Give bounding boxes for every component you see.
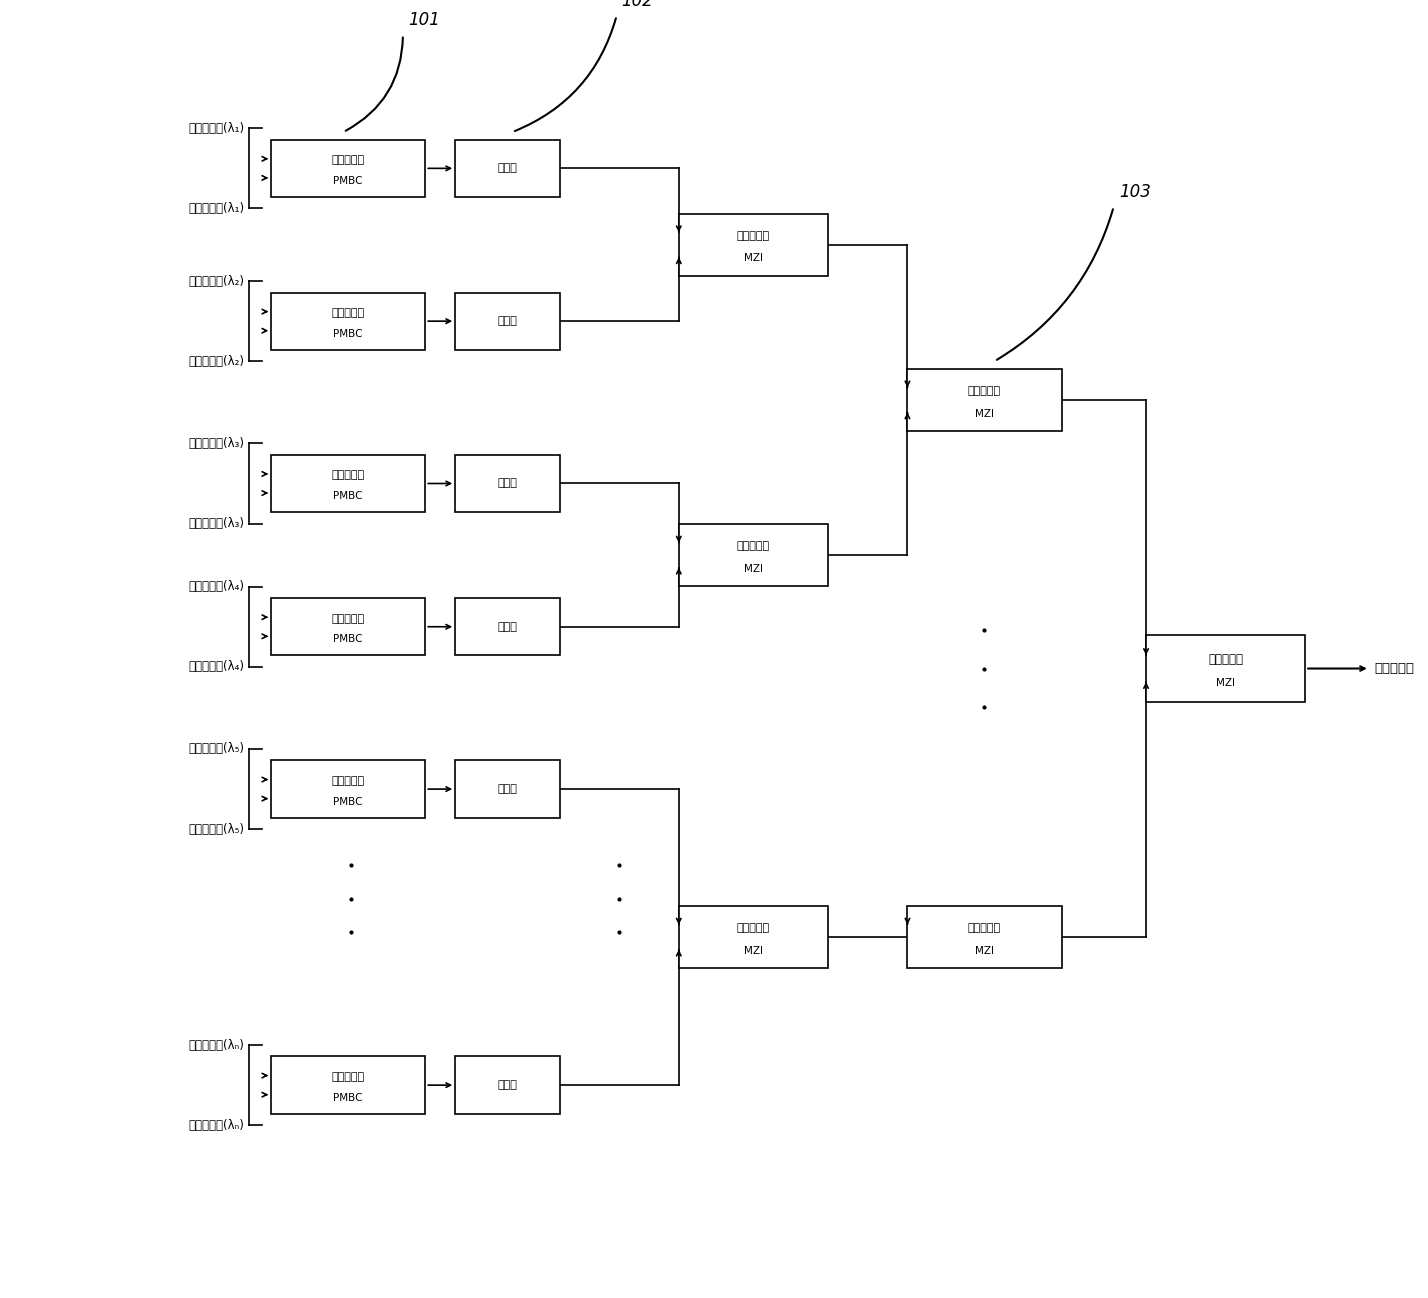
Text: 102: 102 xyxy=(621,0,654,10)
Text: 泵浦光输入(λₙ): 泵浦光输入(λₙ) xyxy=(188,1038,244,1051)
Bar xyxy=(271,454,426,513)
Bar xyxy=(271,1057,426,1114)
Text: 泵浦光输入(λ₅): 泵浦光输入(λ₅) xyxy=(188,823,244,836)
Text: MZI: MZI xyxy=(975,946,994,955)
Text: MZI: MZI xyxy=(1217,679,1235,688)
Text: 泵浦光输入(λ₃): 泵浦光输入(λ₃) xyxy=(188,437,244,450)
Text: 偏振合波器: 偏振合波器 xyxy=(331,156,364,165)
Text: 波分复用器: 波分复用器 xyxy=(968,923,1001,933)
Text: 泵浦光输入(λ₅): 泵浦光输入(λ₅) xyxy=(188,742,244,755)
Text: 泵浦光输入(λ₂): 泵浦光输入(λ₂) xyxy=(188,354,244,367)
Text: PMBC: PMBC xyxy=(334,635,363,644)
Text: MZI: MZI xyxy=(744,946,763,955)
Text: 偏振合波器: 偏振合波器 xyxy=(331,614,364,624)
Text: 103: 103 xyxy=(1118,183,1151,201)
Text: 泵浦光输入(λ₃): 泵浦光输入(λ₃) xyxy=(188,517,244,530)
Bar xyxy=(271,140,426,197)
Bar xyxy=(907,906,1061,968)
Text: 波分复用器: 波分复用器 xyxy=(737,923,770,933)
Text: MZI: MZI xyxy=(744,563,763,574)
Bar xyxy=(456,761,560,818)
Bar xyxy=(456,292,560,349)
Text: PMBC: PMBC xyxy=(334,1093,363,1103)
Text: 偏振合波器: 偏振合波器 xyxy=(331,1072,364,1083)
Text: 偏振合波器: 偏振合波器 xyxy=(331,470,364,480)
Bar xyxy=(907,369,1061,431)
Text: 泵浦光输入(λ₁): 泵浦光输入(λ₁) xyxy=(188,122,244,135)
Text: 泵浦光输入(λₙ): 泵浦光输入(λₙ) xyxy=(188,1119,244,1132)
Text: 泵浦光输入(λ₂): 泵浦光输入(λ₂) xyxy=(188,275,244,288)
Bar xyxy=(271,598,426,655)
Text: 101: 101 xyxy=(408,12,440,30)
Text: 偏振合波器: 偏振合波器 xyxy=(331,308,364,318)
Bar xyxy=(456,1057,560,1114)
Bar xyxy=(456,140,560,197)
Text: 泵浦光输出: 泵浦光输出 xyxy=(1375,662,1415,675)
Bar xyxy=(456,454,560,513)
Text: 隔离器: 隔离器 xyxy=(497,1080,517,1090)
Text: MZI: MZI xyxy=(975,409,994,418)
Text: 波分复用器: 波分复用器 xyxy=(1208,653,1244,666)
Bar xyxy=(1147,635,1305,702)
Text: 隔离器: 隔离器 xyxy=(497,479,517,488)
Text: 波分复用器: 波分复用器 xyxy=(737,231,770,241)
Text: PMBC: PMBC xyxy=(334,797,363,806)
Text: 泵浦光输入(λ₄): 泵浦光输入(λ₄) xyxy=(188,661,244,674)
Bar xyxy=(271,761,426,818)
Text: 波分复用器: 波分复用器 xyxy=(968,387,1001,396)
Text: 隔离器: 隔离器 xyxy=(497,784,517,794)
Text: PMBC: PMBC xyxy=(334,328,363,339)
Bar xyxy=(678,906,828,968)
Text: 泵浦光输入(λ₁): 泵浦光输入(λ₁) xyxy=(188,202,244,215)
Text: PMBC: PMBC xyxy=(334,491,363,501)
Bar xyxy=(678,524,828,587)
Text: MZI: MZI xyxy=(744,253,763,263)
Text: 偏振合波器: 偏振合波器 xyxy=(331,776,364,787)
Text: 隔离器: 隔离器 xyxy=(497,164,517,174)
Text: PMBC: PMBC xyxy=(334,177,363,186)
Text: 波分复用器: 波分复用器 xyxy=(737,541,770,552)
Bar xyxy=(271,292,426,349)
Text: 隔离器: 隔离器 xyxy=(497,622,517,632)
Text: 隔离器: 隔离器 xyxy=(497,317,517,326)
Bar xyxy=(678,214,828,275)
Bar xyxy=(456,598,560,655)
Text: 泵浦光输入(λ₄): 泵浦光输入(λ₄) xyxy=(188,580,244,593)
